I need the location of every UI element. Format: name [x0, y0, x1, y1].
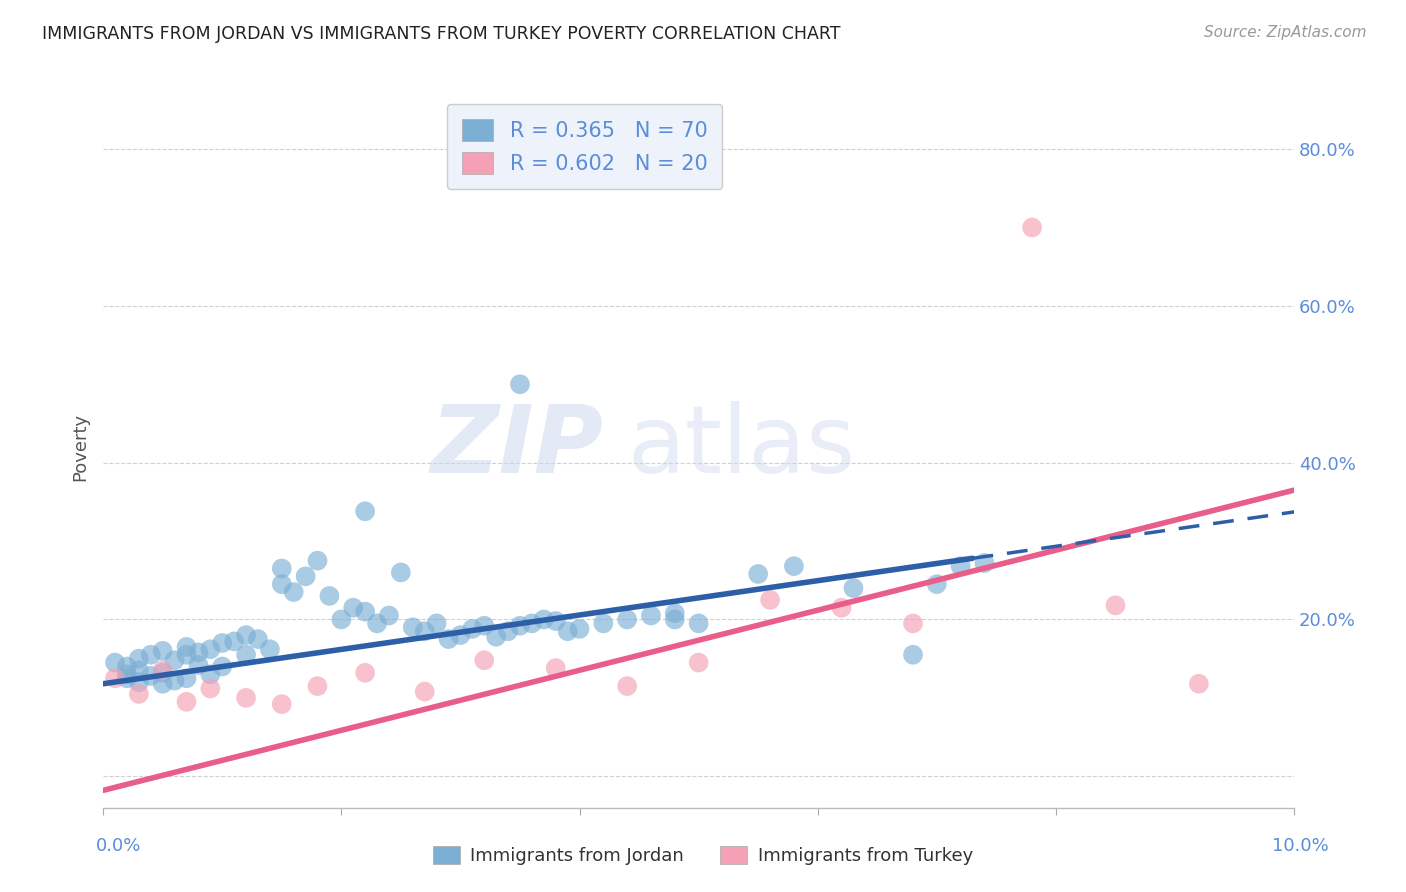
- Text: 10.0%: 10.0%: [1272, 837, 1329, 855]
- Point: [509, 377, 531, 392]
- Point: [688, 616, 710, 631]
- Point: [485, 630, 508, 644]
- Point: [176, 671, 198, 685]
- Text: ZIP: ZIP: [430, 401, 603, 493]
- Point: [176, 695, 198, 709]
- Point: [413, 684, 436, 698]
- Point: [163, 673, 186, 688]
- Point: [557, 624, 579, 639]
- Point: [366, 616, 388, 631]
- Point: [509, 618, 531, 632]
- Point: [664, 606, 686, 620]
- Point: [139, 648, 162, 662]
- Point: [759, 592, 782, 607]
- Point: [342, 600, 364, 615]
- Point: [187, 645, 209, 659]
- Point: [115, 659, 138, 673]
- Point: [472, 618, 495, 632]
- Point: [1188, 677, 1211, 691]
- Point: [104, 656, 127, 670]
- Point: [270, 577, 292, 591]
- Point: [533, 612, 555, 626]
- Point: [128, 675, 150, 690]
- Point: [389, 566, 412, 580]
- Point: [496, 624, 519, 639]
- Point: [128, 664, 150, 678]
- Point: [520, 616, 543, 631]
- Legend: R = 0.365   N = 70, R = 0.602   N = 20: R = 0.365 N = 70, R = 0.602 N = 20: [447, 104, 721, 189]
- Point: [544, 661, 567, 675]
- Text: atlas: atlas: [627, 401, 855, 493]
- Point: [294, 569, 316, 583]
- Point: [283, 585, 305, 599]
- Point: [235, 690, 257, 705]
- Point: [842, 581, 865, 595]
- Point: [211, 636, 233, 650]
- Point: [449, 628, 471, 642]
- Point: [246, 632, 269, 646]
- Point: [472, 653, 495, 667]
- Point: [270, 697, 292, 711]
- Point: [783, 559, 806, 574]
- Point: [139, 669, 162, 683]
- Point: [831, 600, 853, 615]
- Point: [307, 679, 329, 693]
- Point: [437, 632, 460, 646]
- Point: [901, 648, 924, 662]
- Point: [318, 589, 340, 603]
- Point: [104, 671, 127, 685]
- Point: [115, 671, 138, 685]
- Point: [270, 561, 292, 575]
- Point: [307, 554, 329, 568]
- Point: [901, 616, 924, 631]
- Point: [354, 504, 377, 518]
- Point: [176, 648, 198, 662]
- Text: Source: ZipAtlas.com: Source: ZipAtlas.com: [1204, 25, 1367, 40]
- Point: [688, 656, 710, 670]
- Point: [200, 681, 222, 696]
- Point: [354, 665, 377, 680]
- Point: [235, 628, 257, 642]
- Point: [187, 657, 209, 672]
- Point: [224, 634, 246, 648]
- Text: IMMIGRANTS FROM JORDAN VS IMMIGRANTS FROM TURKEY POVERTY CORRELATION CHART: IMMIGRANTS FROM JORDAN VS IMMIGRANTS FRO…: [42, 25, 841, 43]
- Point: [426, 616, 449, 631]
- Point: [163, 653, 186, 667]
- Point: [402, 620, 425, 634]
- Point: [176, 640, 198, 654]
- Point: [413, 624, 436, 639]
- Point: [330, 612, 353, 626]
- Point: [152, 677, 174, 691]
- Point: [973, 556, 995, 570]
- Point: [354, 605, 377, 619]
- Point: [664, 612, 686, 626]
- Text: 0.0%: 0.0%: [96, 837, 141, 855]
- Point: [1021, 220, 1043, 235]
- Point: [592, 616, 614, 631]
- Point: [949, 559, 972, 574]
- Point: [128, 651, 150, 665]
- Point: [152, 664, 174, 678]
- Point: [211, 659, 233, 673]
- Point: [925, 577, 948, 591]
- Point: [152, 644, 174, 658]
- Point: [200, 667, 222, 681]
- Point: [259, 642, 281, 657]
- Point: [200, 642, 222, 657]
- Point: [640, 608, 662, 623]
- Point: [128, 687, 150, 701]
- Point: [115, 667, 138, 681]
- Point: [616, 612, 638, 626]
- Point: [461, 622, 484, 636]
- Point: [378, 608, 401, 623]
- Point: [544, 614, 567, 628]
- Point: [616, 679, 638, 693]
- Point: [1104, 599, 1126, 613]
- Point: [235, 648, 257, 662]
- Point: [568, 622, 591, 636]
- Point: [747, 566, 769, 581]
- Legend: Immigrants from Jordan, Immigrants from Turkey: Immigrants from Jordan, Immigrants from …: [425, 839, 981, 872]
- Point: [152, 665, 174, 680]
- Y-axis label: Poverty: Poverty: [72, 413, 89, 481]
